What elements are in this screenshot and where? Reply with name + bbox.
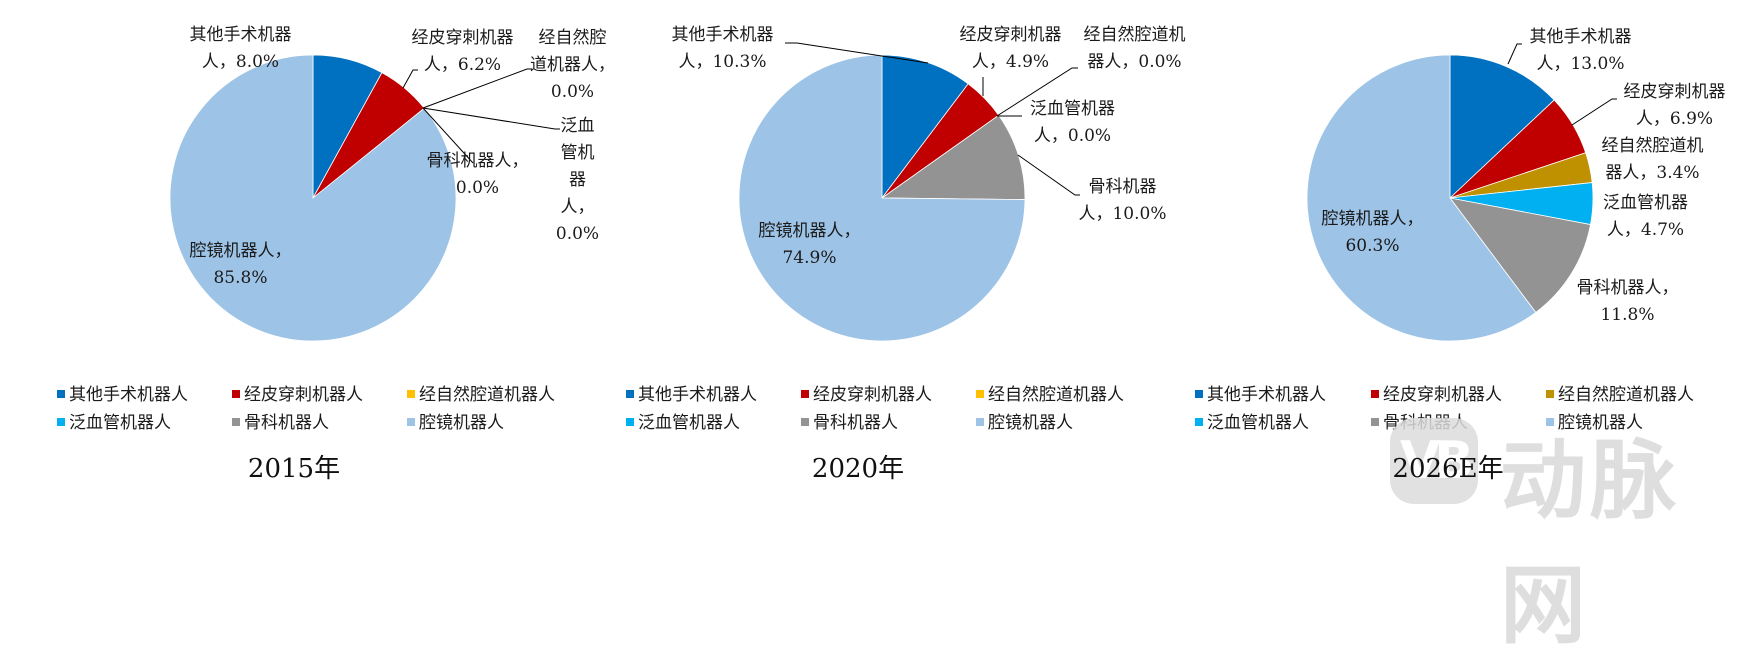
legend-item-natural-orifice: 经自然腔道机器人	[976, 384, 1124, 406]
legend-item-other: 其他手术机器人	[1195, 384, 1326, 406]
pie-slice	[1306, 54, 1537, 342]
data-label-vascular: 泛血管机器人，0.0%	[1030, 99, 1115, 146]
data-label-vascular: 泛血管机器 人，4.7%	[1603, 193, 1688, 240]
legend-item-laparoscopic: 腔镜机器人	[1546, 412, 1643, 434]
legend-swatch	[407, 418, 415, 426]
data-label-other: 其他手术机器 人，8.0%	[189, 25, 292, 72]
legend-swatch	[1546, 390, 1554, 398]
legend-item-orthopedic: 骨科机器人	[801, 412, 898, 434]
legend-swatch	[232, 390, 240, 398]
legend-swatch	[232, 418, 240, 426]
data-label-percutaneous: 经皮穿刺机器 人，6.9%	[1623, 82, 1726, 129]
legend-swatch	[976, 390, 984, 398]
pie-slice	[1449, 54, 1555, 199]
legend-item-vascular: 泛血管机器人	[57, 412, 171, 434]
data-label-percutaneous: 经皮穿刺机器 人，4.9%	[959, 25, 1062, 72]
legend-swatch	[801, 418, 809, 426]
legend-swatch	[1546, 418, 1554, 426]
chart-title-2020: 2020年	[811, 454, 905, 484]
data-label-laparoscopic: 腔镜机器人， 85.8%	[189, 241, 292, 288]
legend-swatch	[1195, 390, 1203, 398]
data-label-natural-orifice: 经自然腔道机器人，0.0%	[530, 28, 615, 102]
legend-swatch	[407, 390, 415, 398]
legend-item-vascular: 泛血管机器人	[626, 412, 740, 434]
legend-swatch	[626, 418, 634, 426]
legend-swatch	[801, 390, 809, 398]
data-label-natural-orifice: 经自然腔道机 器人，3.4%	[1601, 136, 1704, 183]
data-label-other: 其他手术机器 人，10.3%	[671, 25, 774, 72]
data-label-percutaneous: 经皮穿刺机器 人，6.2%	[411, 28, 514, 75]
data-label-orthopedic: 骨科机器人， 11.8%	[1576, 278, 1679, 325]
legend-item-percutaneous: 经皮穿刺机器人	[232, 384, 363, 406]
data-label-laparoscopic: 腔镜机器人， 60.3%	[1321, 209, 1424, 256]
pie-charts-canvas	[169, 42, 1617, 342]
data-label-other: 其他手术机器 人，13.0%	[1529, 27, 1632, 74]
legend-swatch	[1371, 418, 1379, 426]
legend-item-percutaneous: 经皮穿刺机器人	[801, 384, 932, 406]
leader-lines	[402, 42, 1617, 196]
data-label-orthopedic: 骨科机器人， 0.0%	[426, 151, 529, 198]
data-label-laparoscopic: 腔镜机器人， 74.9%	[758, 221, 861, 268]
legend-item-vascular: 泛血管机器人	[1195, 412, 1309, 434]
legend-item-orthopedic: 骨科机器人	[232, 412, 329, 434]
legend-swatch	[626, 390, 634, 398]
pie-2020	[738, 54, 1026, 342]
legend-item-percutaneous: 经皮穿刺机器人	[1371, 384, 1502, 406]
pie-slice	[169, 54, 457, 342]
legend-item-natural-orifice: 经自然腔道机器人	[407, 384, 555, 406]
legend-item-other: 其他手术机器人	[57, 384, 188, 406]
legend-swatch	[1371, 390, 1379, 398]
legend-swatch	[57, 390, 65, 398]
legend-item-natural-orifice: 经自然腔道机器人	[1546, 384, 1694, 406]
legend-item-orthopedic: 骨科机器人	[1371, 412, 1468, 434]
data-label-vascular: 泛血管机器人，0.0%	[555, 116, 600, 244]
data-label-orthopedic: 骨科机器 人，10.0%	[1078, 177, 1167, 224]
data-label-natural-orifice: 经自然腔道机器人，0.0%	[1083, 25, 1186, 72]
legend-item-other: 其他手术机器人	[626, 384, 757, 406]
legend-swatch	[1195, 418, 1203, 426]
pie-slice	[1449, 197, 1591, 313]
legend-swatch	[976, 418, 984, 426]
chart-title-2026e: 2026E年	[1392, 454, 1504, 484]
pie-slice	[738, 54, 1026, 342]
legend-item-laparoscopic: 腔镜机器人	[976, 412, 1073, 434]
pie-2015	[169, 54, 457, 342]
pie-2026e	[1306, 54, 1594, 342]
chart-title-2015: 2015年	[247, 454, 341, 484]
legend-item-laparoscopic: 腔镜机器人	[407, 412, 504, 434]
legend-swatch	[57, 418, 65, 426]
